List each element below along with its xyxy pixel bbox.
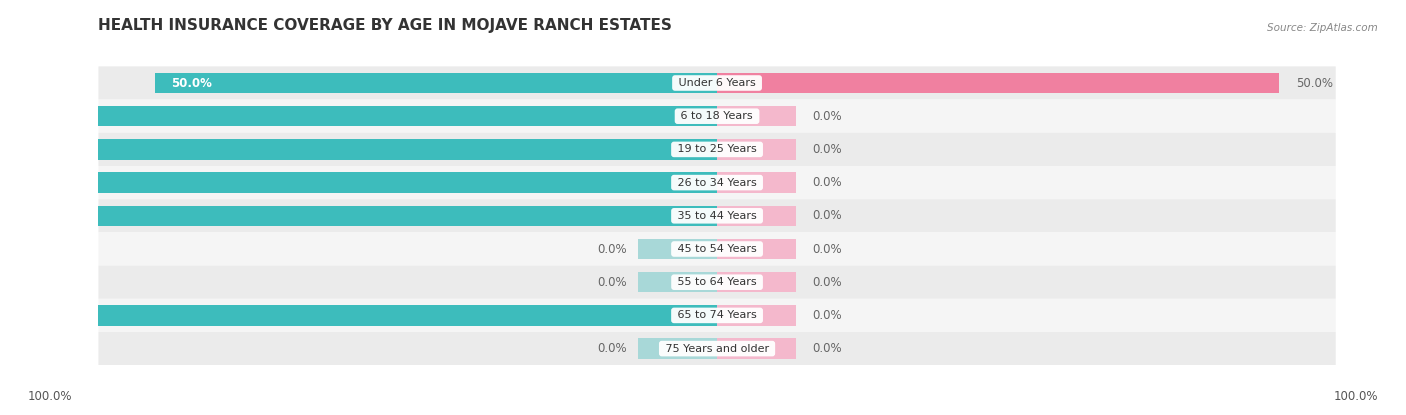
Text: 50.0%: 50.0% bbox=[1296, 76, 1333, 90]
Text: 19 to 25 Years: 19 to 25 Years bbox=[673, 144, 761, 154]
Text: 100.0%: 100.0% bbox=[1333, 390, 1378, 403]
Bar bbox=[717, 305, 796, 326]
Text: 0.0%: 0.0% bbox=[813, 176, 842, 189]
FancyBboxPatch shape bbox=[98, 332, 1336, 365]
Bar bbox=[638, 338, 717, 359]
Text: 6 to 18 Years: 6 to 18 Years bbox=[678, 111, 756, 121]
FancyBboxPatch shape bbox=[98, 299, 1336, 332]
Bar bbox=[0, 139, 717, 160]
Bar bbox=[717, 139, 796, 160]
Text: 0.0%: 0.0% bbox=[813, 110, 842, 123]
Text: 45 to 54 Years: 45 to 54 Years bbox=[673, 244, 761, 254]
Text: 0.0%: 0.0% bbox=[813, 276, 842, 289]
Text: 0.0%: 0.0% bbox=[598, 242, 627, 256]
Text: HEALTH INSURANCE COVERAGE BY AGE IN MOJAVE RANCH ESTATES: HEALTH INSURANCE COVERAGE BY AGE IN MOJA… bbox=[98, 18, 672, 33]
Text: Source: ZipAtlas.com: Source: ZipAtlas.com bbox=[1267, 23, 1378, 33]
Bar bbox=[717, 239, 796, 259]
Bar bbox=[717, 106, 796, 127]
Text: 0.0%: 0.0% bbox=[813, 209, 842, 222]
Text: 0.0%: 0.0% bbox=[813, 309, 842, 322]
Text: 50.0%: 50.0% bbox=[172, 76, 212, 90]
Text: Under 6 Years: Under 6 Years bbox=[675, 78, 759, 88]
Bar bbox=[717, 338, 796, 359]
Text: 55 to 64 Years: 55 to 64 Years bbox=[673, 277, 761, 287]
Bar bbox=[717, 73, 1279, 93]
Bar bbox=[0, 205, 717, 226]
Text: 65 to 74 Years: 65 to 74 Years bbox=[673, 310, 761, 320]
FancyBboxPatch shape bbox=[98, 232, 1336, 266]
Bar bbox=[0, 106, 717, 127]
Bar bbox=[717, 272, 796, 293]
FancyBboxPatch shape bbox=[98, 100, 1336, 133]
FancyBboxPatch shape bbox=[98, 199, 1336, 232]
Text: 26 to 34 Years: 26 to 34 Years bbox=[673, 178, 761, 188]
Text: 0.0%: 0.0% bbox=[813, 242, 842, 256]
Text: 0.0%: 0.0% bbox=[598, 342, 627, 355]
Bar bbox=[638, 239, 717, 259]
Text: 35 to 44 Years: 35 to 44 Years bbox=[673, 211, 761, 221]
Bar bbox=[155, 73, 717, 93]
Bar bbox=[717, 172, 796, 193]
FancyBboxPatch shape bbox=[98, 266, 1336, 299]
Text: 0.0%: 0.0% bbox=[813, 342, 842, 355]
FancyBboxPatch shape bbox=[98, 133, 1336, 166]
Text: 0.0%: 0.0% bbox=[813, 143, 842, 156]
Bar bbox=[638, 272, 717, 293]
FancyBboxPatch shape bbox=[98, 66, 1336, 100]
Bar bbox=[717, 205, 796, 226]
FancyBboxPatch shape bbox=[98, 166, 1336, 199]
Bar bbox=[0, 305, 717, 326]
Text: 100.0%: 100.0% bbox=[28, 390, 73, 403]
Text: 0.0%: 0.0% bbox=[598, 276, 627, 289]
Bar bbox=[0, 172, 717, 193]
Text: 75 Years and older: 75 Years and older bbox=[662, 344, 772, 354]
